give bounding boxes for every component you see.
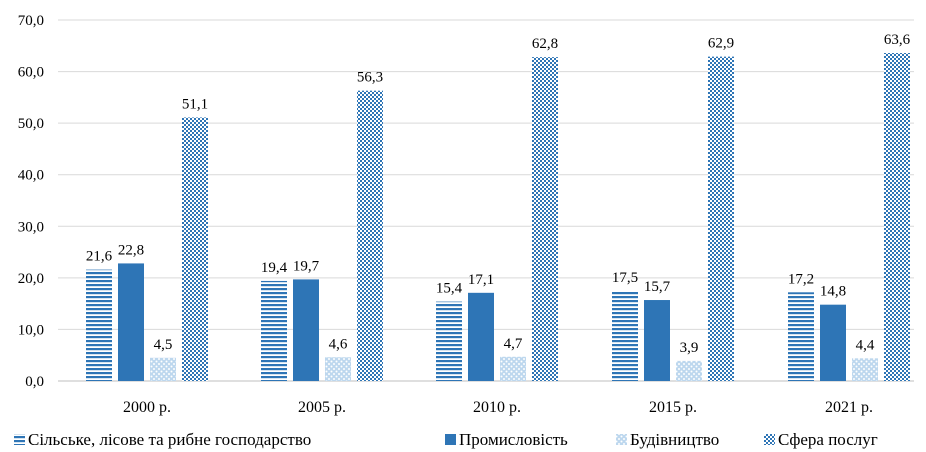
bar (182, 117, 208, 381)
data-label: 21,6 (86, 249, 113, 265)
y-tick-label: 0,0 (25, 374, 44, 390)
bar (468, 293, 494, 381)
data-label: 4,4 (856, 337, 875, 353)
bar (118, 263, 144, 381)
y-tick-label: 20,0 (18, 271, 44, 287)
y-tick-label: 40,0 (18, 168, 44, 184)
legend-swatch (616, 434, 627, 445)
data-label: 17,5 (612, 270, 638, 286)
legend: Сільське, лісове та рибне господарство Пр… (14, 430, 878, 449)
y-tick-label: 70,0 (18, 13, 44, 29)
data-label: 62,9 (708, 36, 734, 52)
legend-swatch (14, 434, 25, 445)
data-label: 14,8 (820, 284, 846, 300)
x-category-label: 2010 р. (473, 399, 521, 416)
y-tick-label: 60,0 (18, 65, 44, 81)
data-label: 62,8 (532, 36, 558, 52)
y-tick-label: 50,0 (18, 116, 44, 132)
bar (293, 279, 319, 381)
y-tick-label: 30,0 (18, 219, 44, 235)
bars (86, 53, 910, 381)
data-label: 19,7 (293, 258, 320, 274)
legend-label: Сільське, лісове та рибне господарство (28, 430, 311, 449)
bar (532, 57, 558, 381)
y-axis-ticks: 0,0 10,0 20,0 30,0 40,0 50,0 60,0 70,0 (18, 13, 44, 390)
bar (788, 292, 814, 381)
data-label: 17,1 (468, 272, 494, 288)
bar (612, 291, 638, 381)
bar (500, 357, 526, 381)
data-label: 15,4 (436, 281, 463, 297)
x-axis-categories: 2000 р. 2005 р. 2010 р. 2015 р. 2021 р. (123, 399, 873, 416)
data-label: 56,3 (357, 70, 383, 86)
legend-swatch (445, 434, 456, 445)
x-category-label: 2015 р. (649, 399, 697, 416)
data-label: 51,1 (182, 96, 208, 112)
data-label: 4,7 (504, 336, 523, 352)
bar (357, 91, 383, 381)
data-label: 3,9 (680, 340, 699, 356)
bar (261, 281, 287, 381)
bar (150, 358, 176, 381)
legend-swatch (764, 434, 775, 445)
bar (325, 357, 351, 381)
x-category-label: 2005 р. (298, 399, 346, 416)
data-label: 63,6 (884, 32, 911, 48)
data-label: 4,5 (154, 337, 173, 353)
data-label: 4,6 (329, 336, 348, 352)
x-category-label: 2000 р. (123, 399, 171, 416)
bar (884, 53, 910, 381)
bar (644, 300, 670, 381)
bar (86, 270, 112, 381)
data-label: 19,4 (261, 260, 288, 276)
legend-label: Промисловість (459, 430, 568, 449)
bar (436, 302, 462, 381)
bar (676, 361, 702, 381)
bar (852, 358, 878, 381)
data-label: 17,2 (788, 271, 814, 287)
legend-label: Будівництво (630, 430, 719, 449)
legend-label: Сфера послуг (778, 430, 878, 449)
data-label: 22,8 (118, 242, 144, 258)
data-labels: 21,6 22,8 4,5 51,1 19,4 19,7 4,6 56,3 15,4 17,1 4,… (86, 32, 911, 356)
data-label: 15,7 (644, 279, 671, 295)
bar (708, 57, 734, 381)
y-tick-label: 10,0 (18, 322, 44, 338)
bar (820, 305, 846, 381)
x-category-label: 2021 р. (825, 399, 873, 416)
